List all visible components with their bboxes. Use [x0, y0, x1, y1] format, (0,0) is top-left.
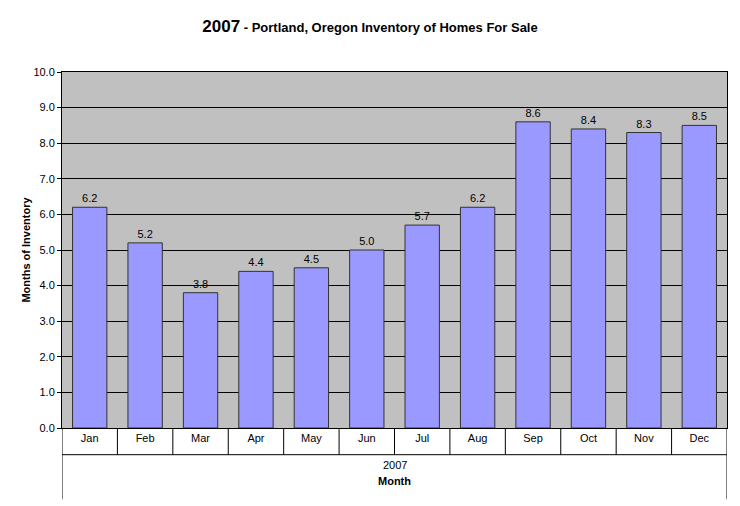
svg-text:Nov: Nov: [634, 432, 654, 444]
svg-text:8.3: 8.3: [636, 118, 651, 130]
svg-text:7.0: 7.0: [40, 173, 55, 185]
svg-text:10.0: 10.0: [33, 66, 54, 78]
svg-text:2007: 2007: [383, 459, 407, 471]
svg-text:9.0: 9.0: [40, 101, 55, 113]
svg-text:5.0: 5.0: [359, 235, 374, 247]
svg-text:6.0: 6.0: [40, 208, 55, 220]
svg-text:3.8: 3.8: [193, 278, 208, 290]
svg-text:Dec: Dec: [690, 432, 710, 444]
svg-text:6.2: 6.2: [470, 192, 485, 204]
svg-text:Mar: Mar: [191, 432, 210, 444]
svg-text:Apr: Apr: [247, 432, 264, 444]
svg-text:5.7: 5.7: [415, 210, 430, 222]
svg-text:5.2: 5.2: [137, 228, 152, 240]
svg-text:4.0: 4.0: [40, 279, 55, 291]
svg-text:Jan: Jan: [81, 432, 99, 444]
svg-text:8.5: 8.5: [692, 110, 707, 122]
svg-text:Aug: Aug: [468, 432, 488, 444]
svg-text:4.4: 4.4: [248, 256, 263, 268]
svg-text:Month: Month: [378, 475, 411, 487]
svg-text:Oct: Oct: [580, 432, 597, 444]
svg-text:8.0: 8.0: [40, 137, 55, 149]
svg-text:May: May: [301, 432, 322, 444]
svg-text:3.0: 3.0: [40, 315, 55, 327]
svg-text:1.0: 1.0: [40, 386, 55, 398]
svg-text:4.5: 4.5: [304, 253, 319, 265]
svg-text:Months of Inventory: Months of Inventory: [20, 197, 32, 303]
svg-text:Jun: Jun: [358, 432, 376, 444]
svg-text:5.0: 5.0: [40, 244, 55, 256]
svg-text:0.0: 0.0: [40, 422, 55, 434]
svg-text:Jul: Jul: [415, 432, 429, 444]
svg-text:2007 - Portland, Oregon Invent: 2007 - Portland, Oregon Inventory of Hom…: [202, 17, 537, 36]
svg-text:2.0: 2.0: [40, 351, 55, 363]
svg-text:6.2: 6.2: [82, 192, 97, 204]
svg-text:Feb: Feb: [136, 432, 155, 444]
svg-text:8.6: 8.6: [525, 107, 540, 119]
svg-text:8.4: 8.4: [581, 114, 596, 126]
svg-text:Sep: Sep: [523, 432, 543, 444]
